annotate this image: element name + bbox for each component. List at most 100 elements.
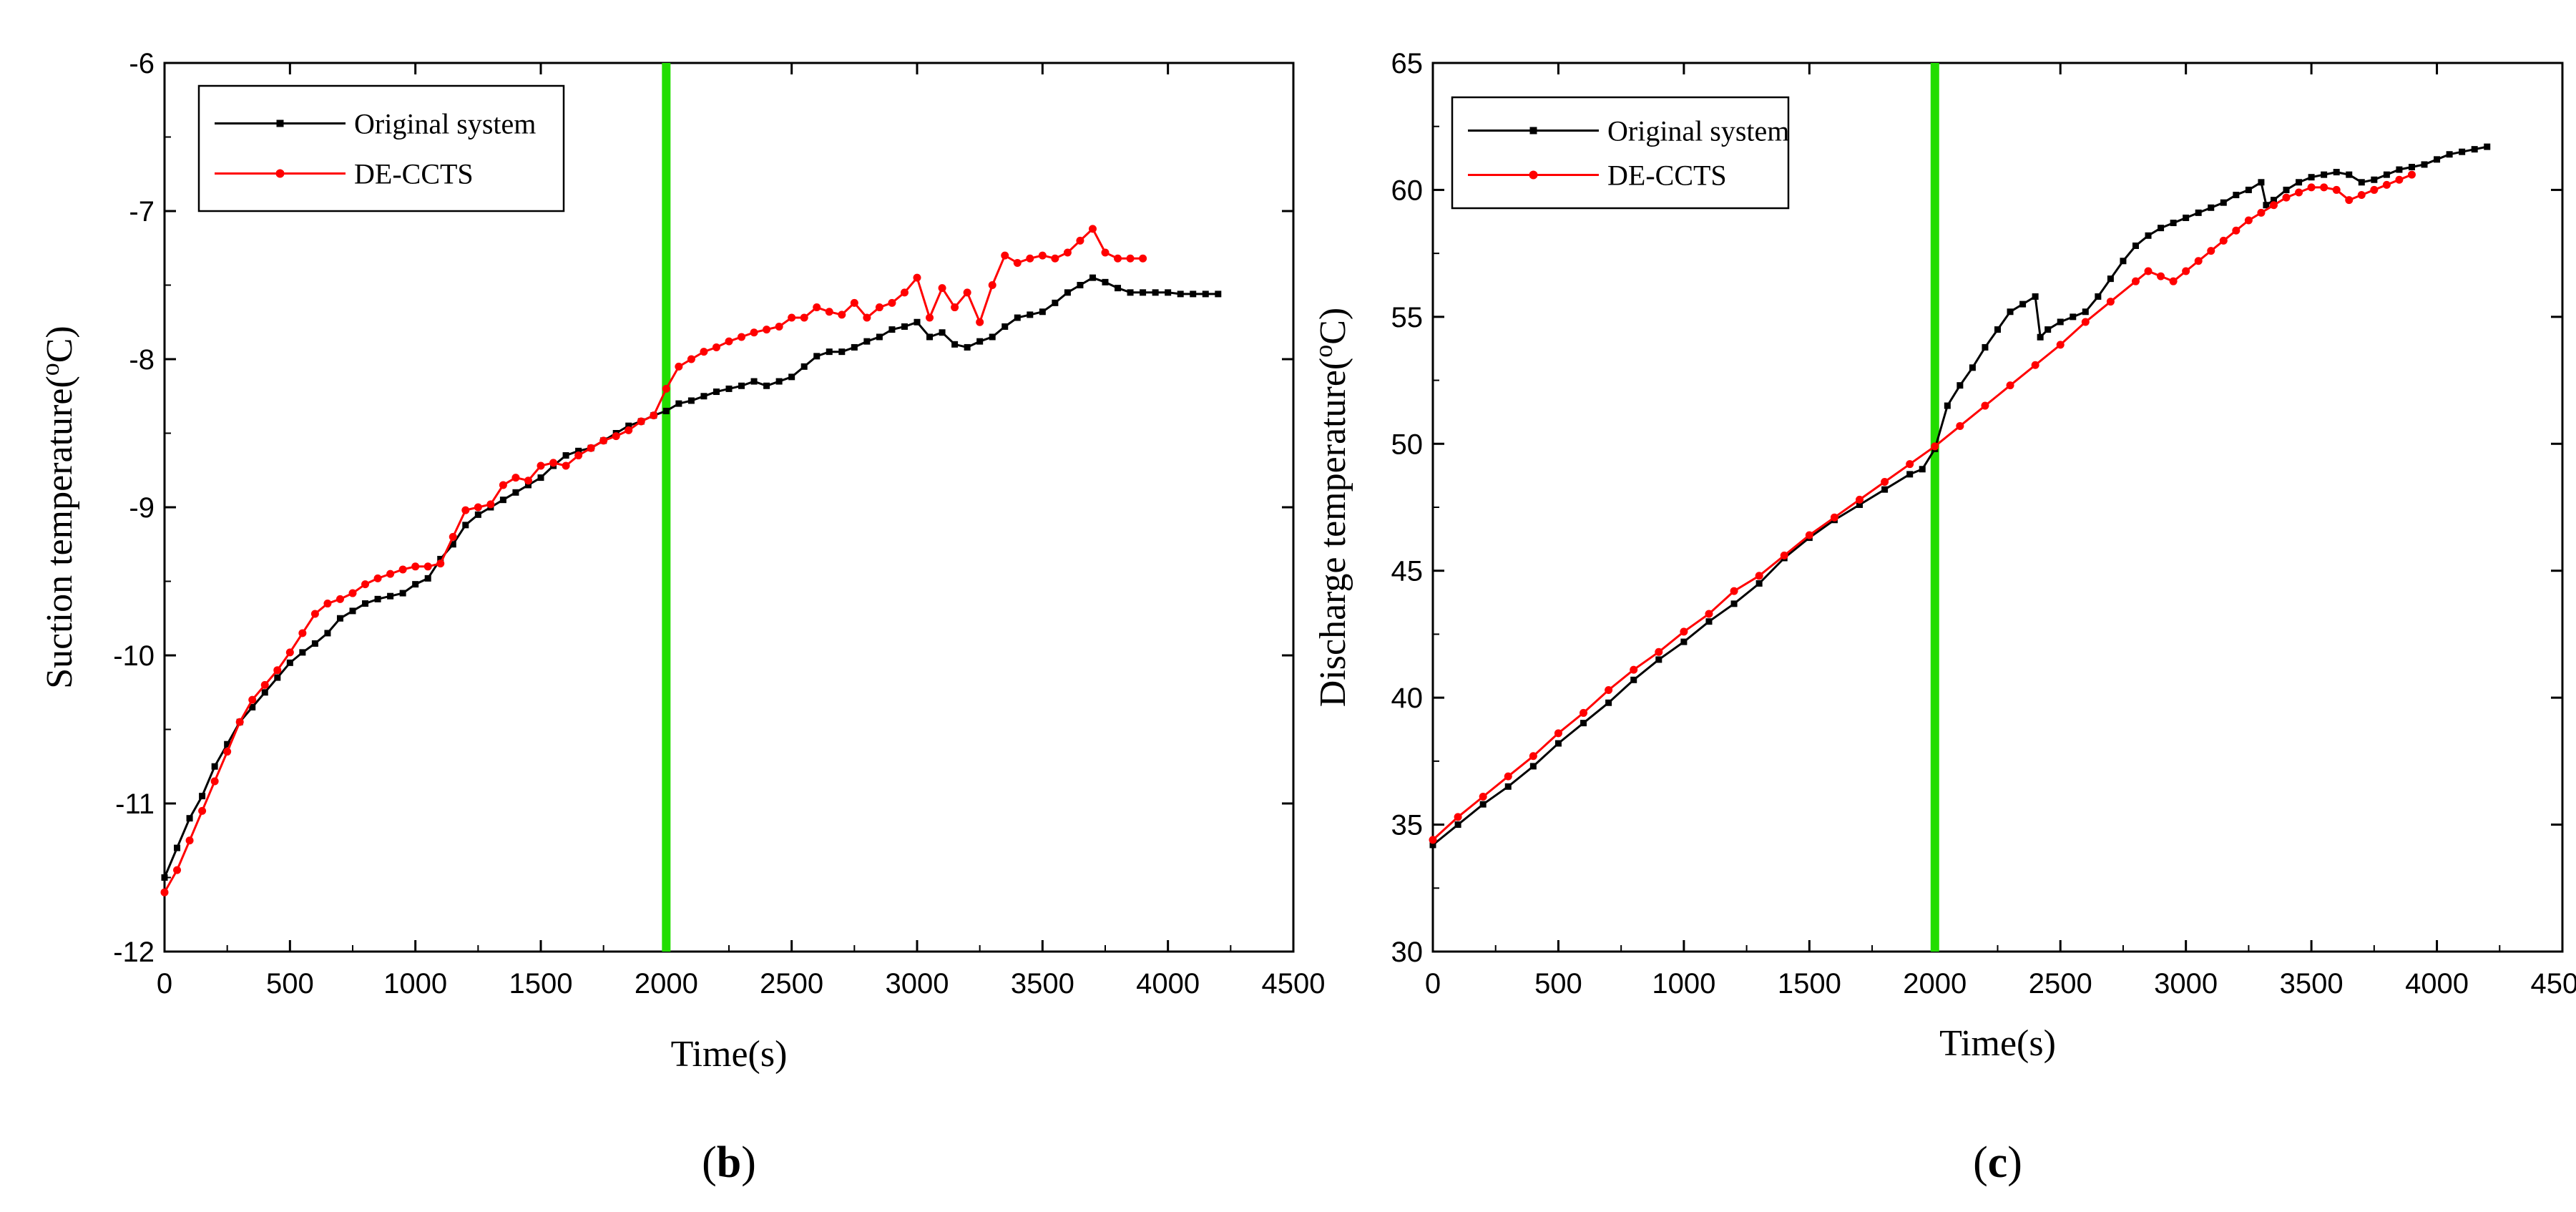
chart-b-point-original-system bbox=[788, 373, 795, 381]
chart-b-x-axis-title: Time(s) bbox=[671, 1034, 788, 1075]
chart-c-point-original-system bbox=[2333, 169, 2340, 176]
chart-b-x-tick-label: 2000 bbox=[635, 968, 698, 1000]
chart-panel-b: 0 500 1000 1500 2000 2500 3000 3500 4000 4500 -12 -… bbox=[36, 48, 1325, 1187]
chart-b-point-de-ccts bbox=[1038, 251, 1047, 260]
chart-b-point-original-system bbox=[1027, 311, 1034, 318]
chart-b-point-original-system bbox=[424, 575, 431, 582]
chart-b-point-original-system bbox=[1039, 308, 1046, 316]
chart-b-point-de-ccts bbox=[863, 313, 871, 322]
chart-b-point-original-system bbox=[299, 649, 306, 656]
chart-c-point-original-system bbox=[2346, 171, 2353, 178]
chart-c-x-tick-label: 2500 bbox=[2029, 968, 2092, 1000]
chart-b-point-de-ccts bbox=[461, 506, 470, 514]
chart-b-point-original-system bbox=[826, 348, 833, 356]
chart-b-point-original-system bbox=[562, 452, 569, 459]
chart-c-point-de-ccts bbox=[1504, 772, 1512, 781]
chart-c-x-tick-label: 3500 bbox=[2280, 968, 2344, 1000]
chart-b-y-tick-label: -7 bbox=[129, 196, 155, 228]
chart-c-point-original-system bbox=[2007, 308, 2014, 316]
chart-b-x-tick-label: 3000 bbox=[886, 968, 949, 1000]
chart-c-point-de-ccts bbox=[1705, 610, 1713, 618]
chart-b-point-original-system bbox=[362, 600, 369, 607]
chart-b-point-original-system bbox=[387, 592, 394, 600]
chart-b-point-original-system bbox=[199, 793, 206, 800]
chart-b-point-original-system bbox=[261, 689, 268, 696]
chart-b-point-original-system bbox=[311, 640, 318, 647]
chart-c-point-de-ccts bbox=[1981, 401, 1989, 410]
chart-c-point-original-system bbox=[1680, 638, 1688, 645]
chart-c-point-original-system bbox=[2037, 333, 2044, 341]
chart-c-point-original-system bbox=[2308, 174, 2315, 181]
chart-b-point-original-system bbox=[926, 333, 934, 341]
chart-c-point-de-ccts bbox=[1856, 495, 1864, 504]
chart-b-point-de-ccts bbox=[976, 318, 984, 326]
chart-b-point-original-system bbox=[675, 400, 682, 407]
chart-b-point-de-ccts bbox=[210, 777, 219, 786]
chart-c-point-original-system bbox=[2220, 199, 2227, 206]
chart-b-x-tick-label: 3500 bbox=[1011, 968, 1074, 1000]
chart-c-y-tick-label: 35 bbox=[1391, 810, 1424, 841]
chart-b-point-de-ccts bbox=[198, 806, 207, 815]
chart-b-point-de-ccts bbox=[160, 888, 169, 896]
chart-c-point-original-system bbox=[2095, 293, 2102, 300]
chart-c-point-de-ccts bbox=[2332, 185, 2341, 194]
chart-b-point-de-ccts bbox=[423, 562, 432, 571]
chart-c-point-de-ccts bbox=[1956, 421, 1964, 430]
chart-b-point-original-system bbox=[449, 541, 456, 548]
chart-b-x-tick-label: 500 bbox=[266, 968, 314, 1000]
chart-c-point-original-system bbox=[2321, 171, 2328, 178]
chart-b-point-de-ccts bbox=[800, 313, 808, 322]
chart-c-y-tick-label: 40 bbox=[1391, 683, 1424, 714]
chart-c-point-de-ccts bbox=[2295, 188, 2303, 197]
chart-b-point-original-system bbox=[989, 333, 996, 341]
chart-b-point-original-system bbox=[687, 397, 695, 404]
chart-c-point-original-system bbox=[2296, 179, 2303, 186]
chart-b-point-original-system bbox=[512, 489, 519, 496]
chart-b-point-original-system bbox=[336, 615, 343, 622]
chart-b-point-de-ccts bbox=[235, 718, 244, 726]
chart-b-point-de-ccts bbox=[888, 298, 896, 307]
chart-c-point-de-ccts bbox=[2006, 381, 2014, 390]
chart-c-point-original-system bbox=[1454, 821, 1461, 829]
chart-b-point-de-ccts bbox=[310, 610, 319, 618]
chart-c-point-original-system bbox=[2459, 148, 2466, 155]
chart-b-point-original-system bbox=[914, 318, 921, 326]
chart-b-point-original-system bbox=[186, 815, 193, 822]
chart-b-point-de-ccts bbox=[373, 574, 382, 582]
chart-panel-c: 0 500 1000 1500 2000 2500 3000 3500 4000 4500 30 35… bbox=[1309, 48, 2576, 1187]
chart-b-point-de-ccts bbox=[361, 580, 370, 589]
chart-c-y-tick-label: 55 bbox=[1391, 302, 1424, 333]
chart-b-point-original-system bbox=[951, 341, 959, 348]
chart-b-y-tick-label: -6 bbox=[129, 48, 155, 79]
chart-b-point-original-system bbox=[462, 522, 469, 529]
chart-b-point-de-ccts bbox=[775, 322, 783, 331]
chart-c-point-original-system bbox=[2371, 176, 2378, 183]
chart-b-legend-marker bbox=[276, 119, 284, 127]
chart-b-point-de-ccts bbox=[687, 355, 695, 363]
chart-b-point-original-system bbox=[939, 329, 946, 336]
chart-b-point-de-ccts bbox=[675, 362, 683, 371]
chart-c-point-original-system bbox=[1994, 326, 2001, 333]
chart-b-point-de-ccts bbox=[574, 451, 583, 460]
chart-b-point-de-ccts bbox=[875, 303, 883, 312]
chart-b-point-de-ccts bbox=[348, 589, 357, 597]
chart-c-x-tick-label: 500 bbox=[1534, 968, 1582, 1000]
chart-b-point-original-system bbox=[750, 378, 758, 385]
chart-b-point-de-ccts bbox=[850, 298, 858, 307]
chart-c-point-original-system bbox=[2421, 161, 2428, 168]
chart-c-y-tick-label: 50 bbox=[1391, 429, 1424, 460]
chart-c-point-original-system bbox=[2195, 209, 2202, 216]
chart-c-point-de-ccts bbox=[1730, 587, 1738, 595]
chart-b-point-original-system bbox=[976, 338, 984, 345]
chart-b-point-de-ccts bbox=[298, 629, 307, 637]
chart-b-point-de-ccts bbox=[926, 313, 934, 322]
chart-c-point-original-system bbox=[2044, 326, 2052, 333]
chart-c-point-de-ccts bbox=[2106, 298, 2115, 306]
chart-c-point-original-system bbox=[1655, 656, 1662, 663]
chart-b-point-de-ccts bbox=[549, 459, 558, 467]
chart-b-point-original-system bbox=[1064, 289, 1071, 296]
chart-b-point-de-ccts bbox=[650, 411, 658, 420]
chart-c-series-line-original-system bbox=[1432, 145, 2488, 846]
chart-b-point-original-system bbox=[1089, 274, 1096, 281]
chart-b-point-original-system bbox=[838, 348, 846, 356]
